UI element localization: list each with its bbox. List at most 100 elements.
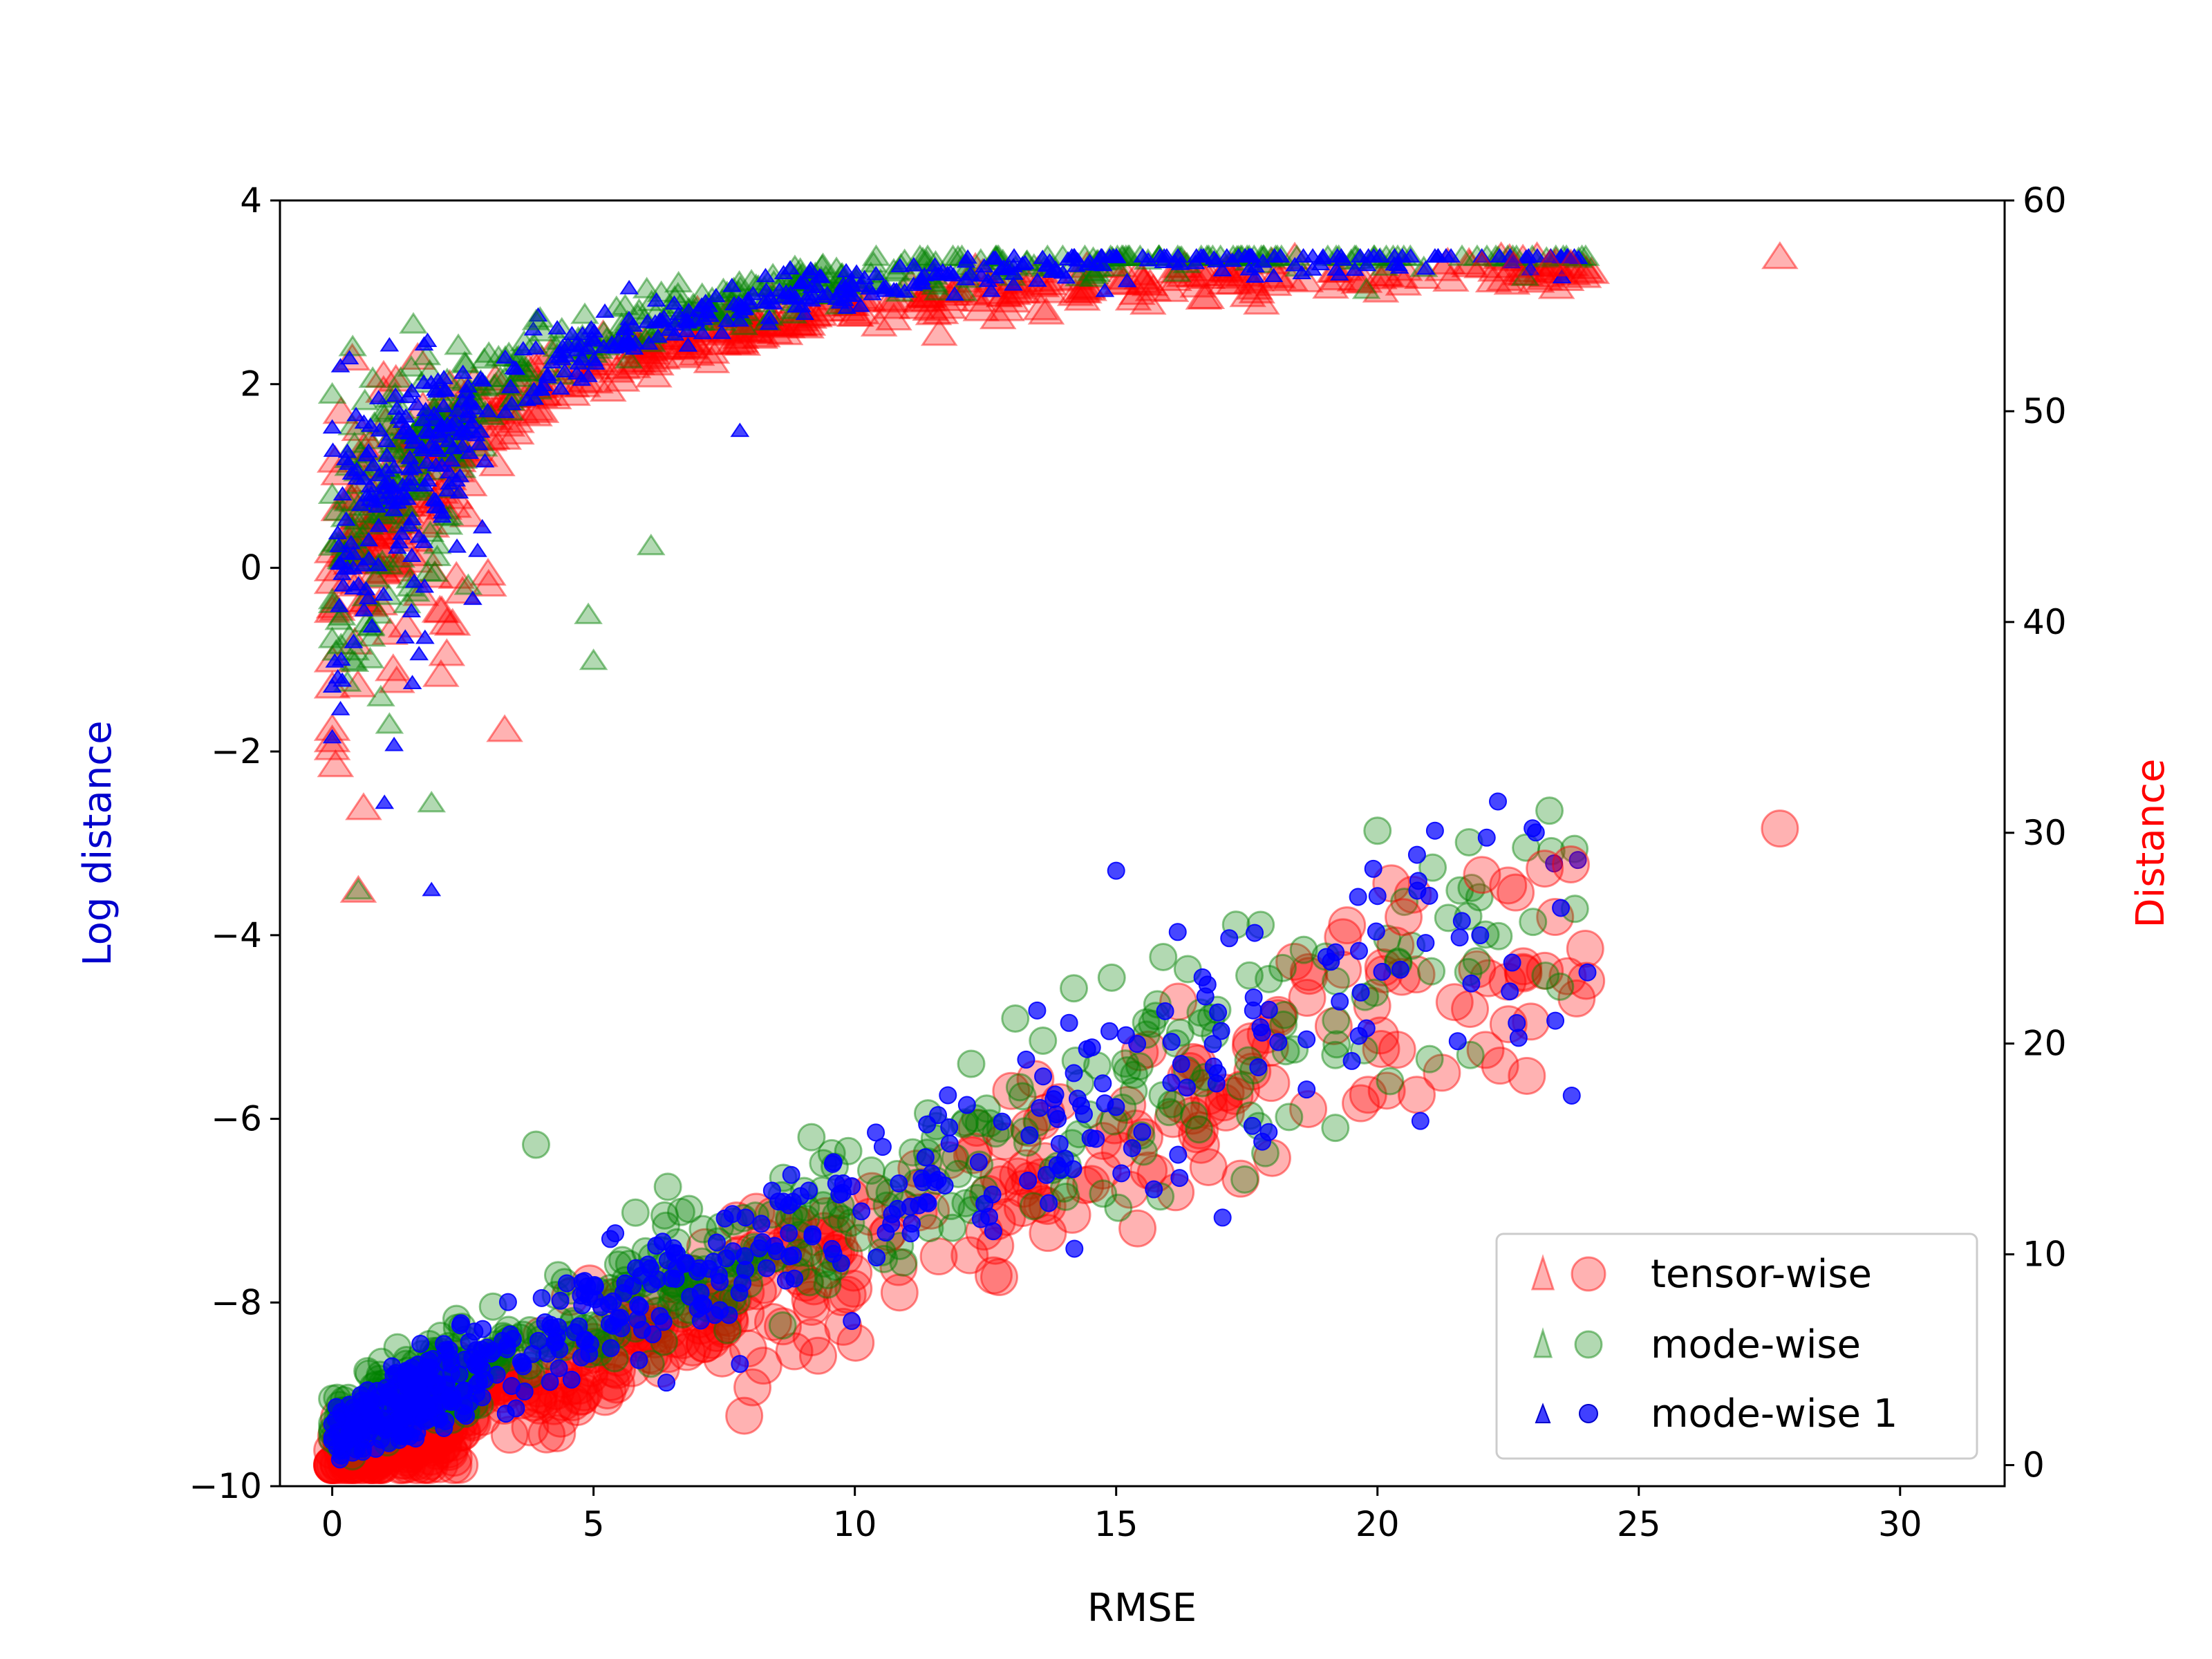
mode-wise-1-distance-point [1411, 1112, 1430, 1130]
mode-wise-1-distance-point [1450, 928, 1469, 947]
mode-wise-log-distance-point [420, 560, 449, 582]
mode-wise-1-log-distance-point [997, 261, 1018, 276]
mode-wise-1-log-distance-point [562, 326, 582, 341]
tensor-wise-distance-point [411, 1442, 449, 1481]
tensor-wise-log-distance-point [860, 308, 898, 337]
mode-wise-1-distance-point [397, 1362, 415, 1380]
tensor-wise-log-distance-point [488, 409, 526, 437]
mode-wise-1-distance-point [736, 1208, 755, 1227]
mode-wise-1-log-distance-point [1093, 256, 1113, 272]
mode-wise-1-distance-point [1046, 1085, 1065, 1104]
mode-wise-1-log-distance-point [791, 274, 811, 290]
mode-wise-1-distance-point [344, 1443, 362, 1462]
mode-wise-1-distance-point [1246, 924, 1264, 942]
plot-frame [279, 199, 2006, 1488]
mode-wise-distance-point [1512, 833, 1541, 862]
legend: tensor-wise mode-wise mode-wise 1 [1495, 1232, 1978, 1460]
mode-wise-log-distance-point [614, 346, 644, 369]
mode-wise-distance-point [621, 1198, 650, 1227]
tensor-wise-log-distance-point [421, 594, 459, 623]
mode-wise-1-distance-point [1078, 1040, 1096, 1058]
tensor-wise-log-distance-point [422, 659, 460, 687]
mode-wise-1-distance-point [1562, 1086, 1581, 1105]
mode-wise-1-log-distance-point [379, 337, 400, 352]
mode-wise-log-distance-point [357, 625, 386, 647]
tensor-wise-log-distance-point [715, 326, 752, 355]
tensor-wise-distance-point [434, 1438, 473, 1477]
mode-wise-1-log-distance-point [398, 388, 418, 404]
mode-wise-1-distance-point [454, 1404, 473, 1423]
mode-wise-1-log-distance-point [417, 454, 437, 469]
mode-wise-1-distance-point [1488, 792, 1507, 811]
mode-wise-log-distance-point [469, 347, 499, 369]
mode-wise-1-distance-point [523, 1344, 542, 1363]
mode-wise-1-log-distance-point [332, 486, 353, 501]
mode-wise-1-log-distance-point [1156, 247, 1177, 263]
mode-wise-1-distance-point [632, 1266, 650, 1285]
tensor-wise-log-distance-point [590, 373, 627, 402]
mode-wise-1-log-distance-point [393, 477, 413, 492]
mode-wise-1-log-distance-point [1302, 261, 1322, 276]
mode-wise-1-log-distance-point [370, 422, 390, 437]
tensor-wise-log-distance-point [724, 328, 762, 356]
mode-wise-distance-point [1104, 1193, 1133, 1222]
tensor-wise-distance-point [1349, 1076, 1387, 1114]
mode-wise-1-log-distance-point [502, 395, 522, 411]
mode-wise-1-log-distance-point [328, 525, 348, 540]
mode-wise-1-distance-point [1031, 1098, 1049, 1117]
mode-wise-distance-point [1230, 1165, 1259, 1194]
mode-wise-1-log-distance-point [354, 601, 374, 617]
mode-wise-1-distance-point [873, 1138, 892, 1156]
tensor-wise-log-distance-point [380, 547, 418, 576]
mode-wise-1-distance-point [1170, 1169, 1189, 1188]
mode-wise-1-distance-point [765, 1237, 784, 1255]
legend-label-mode-wise: mode-wise [1651, 1322, 1861, 1367]
mode-wise-distance-point [1125, 1052, 1154, 1081]
tensor-wise-log-distance-point [522, 395, 560, 423]
tensor-wise-log-distance-point [486, 714, 523, 742]
mode-wise-1-log-distance-point [413, 411, 433, 427]
mode-wise-log-distance-point [317, 626, 347, 648]
mode-wise-1-distance-point [984, 1222, 1002, 1241]
tensor-wise-log-distance-point [915, 297, 953, 326]
mode-wise-1-log-distance-point [648, 328, 668, 343]
mode-wise-log-distance-point [399, 312, 428, 334]
mode-wise-1-distance-point [1065, 1064, 1083, 1082]
mode-wise-log-distance-point [1351, 277, 1381, 299]
mode-wise-distance-point [1376, 1067, 1405, 1096]
tensor-wise-log-distance-point [741, 321, 779, 349]
tensor-wise-distance-point [1190, 1089, 1228, 1127]
tensor-wise-log-distance-point [1152, 274, 1190, 302]
tensor-wise-log-distance-point [1065, 272, 1103, 300]
tensor-wise-distance-point [554, 1383, 592, 1422]
mode-wise-1-distance-point [573, 1296, 592, 1315]
tensor-wise-log-distance-point [1451, 249, 1489, 278]
mode-wise-log-distance-point [324, 608, 354, 630]
mode-wise-1-log-distance-point [795, 306, 815, 320]
mode-wise-1-distance-point [440, 1390, 459, 1409]
mode-wise-1-distance-point [562, 1370, 581, 1389]
tensor-wise-distance-point [538, 1414, 577, 1452]
tensor-wise-log-distance-point [339, 874, 377, 903]
mode-wise-distance-point [1322, 967, 1351, 996]
mode-wise-1-log-distance-point [555, 363, 574, 377]
tensor-wise-log-distance-point [365, 359, 402, 388]
mode-wise-1-distance-point [1096, 1094, 1114, 1113]
mode-wise-1-distance-point [1462, 974, 1481, 993]
tensor-wise-distance-point [836, 1323, 875, 1362]
tensor-wise-distance-point [440, 1445, 479, 1484]
x-axis: 0 5 10 15 20 25 30 [321, 1486, 1922, 1544]
mode-wise-1-distance-point [852, 1202, 871, 1221]
mode-wise-1-log-distance-point [760, 309, 779, 324]
mode-wise-1-log-distance-point [500, 378, 521, 393]
mode-wise-1-distance-point [730, 1284, 749, 1302]
tensor-wise-distance-point [1215, 1076, 1254, 1115]
y-right-tick-label: 40 [2023, 602, 2067, 642]
tensor-wise-distance-point [527, 1415, 566, 1454]
tensor-wise-distance-point [1178, 1115, 1217, 1154]
tensor-wise-log-distance-point [646, 332, 684, 361]
mode-wise-1-log-distance-point [362, 618, 382, 633]
tensor-wise-distance-point [919, 1237, 958, 1276]
tensor-wise-log-distance-point [962, 293, 1000, 321]
mode-wise-1-log-distance-point [639, 335, 659, 350]
